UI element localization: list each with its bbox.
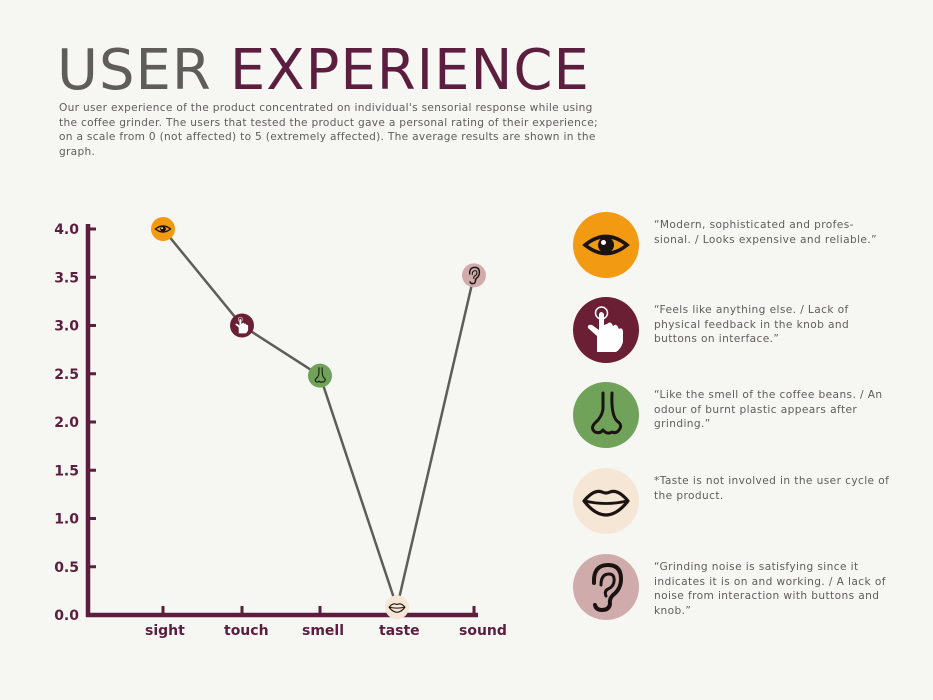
y-tick-label: 0.5 — [54, 560, 79, 576]
x-tick-label-sound: sound — [459, 623, 507, 639]
y-tick-label: 1.5 — [54, 463, 79, 479]
y-tick-label: 4.0 — [54, 222, 79, 238]
y-tick-label: 3.0 — [54, 319, 79, 335]
hand-icon — [235, 316, 249, 334]
data-point-sound — [462, 263, 486, 288]
series-line — [162, 228, 476, 612]
y-tick-label: 2.0 — [54, 415, 79, 431]
y-tick-label: 2.5 — [54, 367, 79, 383]
lips-icon — [388, 603, 406, 613]
eye-icon — [154, 225, 172, 233]
x-tick-label-smell: smell — [302, 623, 344, 639]
nose-icon — [314, 367, 326, 383]
y-tick-label: 0.0 — [54, 608, 79, 624]
y-tick-label: 3.5 — [54, 270, 79, 286]
title-word-experience: EXPERIENCE — [229, 38, 590, 103]
data-point-smell — [308, 363, 332, 388]
y-tick-label: 1.0 — [54, 512, 79, 528]
page-title: USER EXPERIENCE — [57, 38, 590, 104]
x-tick-label-taste: taste — [379, 623, 420, 639]
x-tick-label-sight: sight — [145, 623, 185, 639]
x-tick-label-touch: touch — [224, 623, 269, 639]
title-word-user: USER — [57, 38, 212, 103]
data-point-taste — [385, 595, 409, 620]
intro-paragraph: Our user experience of the product conce… — [59, 102, 598, 158]
ear-icon — [468, 266, 481, 285]
